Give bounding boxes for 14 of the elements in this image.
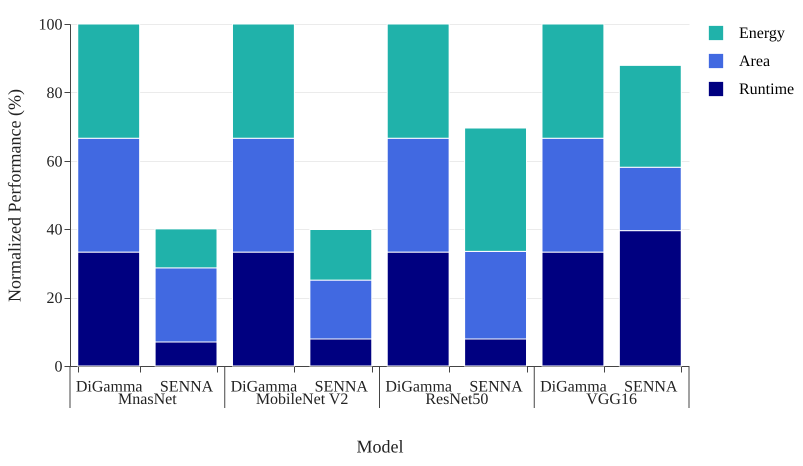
legend-label: Energy	[739, 25, 785, 42]
y-axis-title: Normalized Performance (%)	[4, 89, 24, 302]
legend-label: Runtime	[739, 81, 794, 98]
y-tick-label: 0	[54, 358, 62, 376]
legend-label: Area	[739, 53, 770, 70]
y-tick-label: 20	[46, 290, 62, 308]
text: ResNet50	[425, 391, 488, 408]
y-tick-label: 100	[38, 16, 62, 34]
x-axis-title: Model	[356, 436, 404, 456]
y-tick-label: 80	[46, 84, 62, 102]
y-tick-label: 40	[46, 222, 62, 239]
text: VGG16	[586, 391, 637, 408]
text: MnasNet	[118, 391, 178, 408]
y-tick-label: 60	[46, 153, 62, 170]
